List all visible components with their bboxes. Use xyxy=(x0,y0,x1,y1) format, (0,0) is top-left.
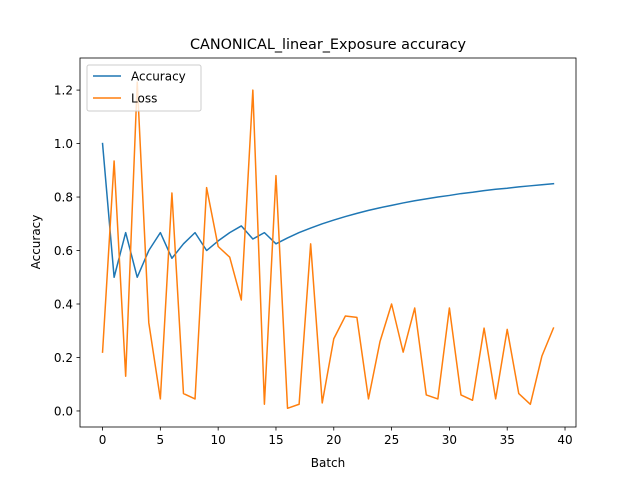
legend-label-accuracy: Accuracy xyxy=(131,69,186,83)
x-tick-label: 5 xyxy=(157,433,165,447)
y-axis-label: Accuracy xyxy=(29,215,43,270)
y-tick-label: 1.0 xyxy=(54,137,73,151)
x-tick-label: 0 xyxy=(99,433,107,447)
x-tick-label: 15 xyxy=(268,433,283,447)
legend: Accuracy Loss xyxy=(87,65,201,111)
x-tick-label: 20 xyxy=(326,433,341,447)
chart-title: CANONICAL_linear_Exposure accuracy xyxy=(190,37,467,53)
y-tick-label: 0.2 xyxy=(54,351,73,365)
legend-label-loss: Loss xyxy=(131,91,157,105)
x-axis-label: Batch xyxy=(311,456,346,470)
x-tick-label: 35 xyxy=(500,433,515,447)
y-tick-label: 0.8 xyxy=(54,190,73,204)
y-tick-label: 1.2 xyxy=(54,83,73,97)
x-tick-label: 25 xyxy=(384,433,399,447)
x-tick-label: 10 xyxy=(211,433,226,447)
y-tick-label: 0.4 xyxy=(54,297,73,311)
x-tick-label: 40 xyxy=(557,433,572,447)
x-tick-label: 30 xyxy=(442,433,457,447)
y-tick-label: 0.0 xyxy=(54,404,73,418)
y-tick-label: 0.6 xyxy=(54,244,73,258)
